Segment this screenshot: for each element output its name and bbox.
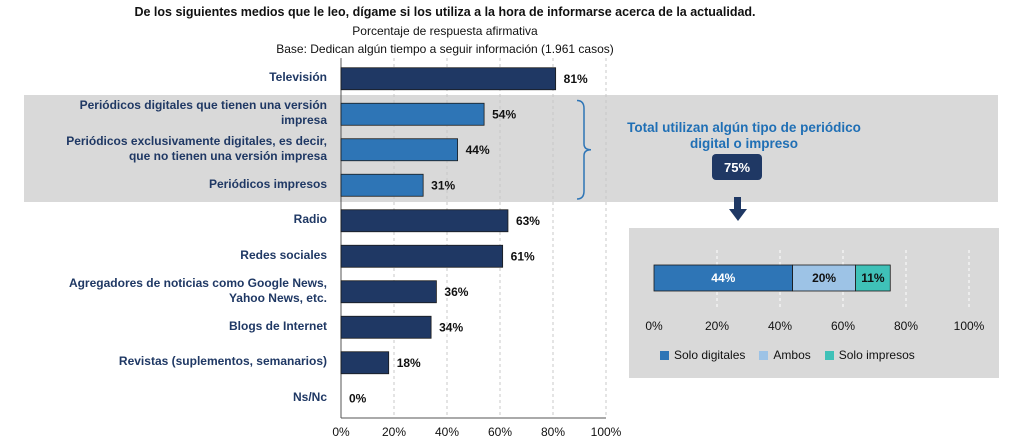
main-value-label: 63% — [516, 214, 540, 228]
main-value-label: 44% — [466, 143, 490, 157]
stacked-legend: Solo digitales Ambos Solo impresos — [660, 348, 915, 362]
category-label: Revistas (suplementos, semanarios) — [27, 354, 327, 369]
legend-label: Ambos — [773, 348, 811, 362]
main-bar — [340, 209, 509, 233]
newspaper-callout: Total utilizan algún tipo de periódico d… — [594, 120, 894, 152]
category-label: Radio — [27, 212, 327, 227]
callout-line-1: Total utilizan algún tipo de periódico — [627, 120, 861, 135]
main-x-tick-label: 20% — [382, 425, 406, 439]
main-x-tick-label: 80% — [541, 425, 565, 439]
newspaper-highlight-band — [24, 95, 998, 202]
category-label: Periódicos digitales que tienen una vers… — [27, 98, 327, 128]
category-label-line: Blogs de Internet — [228, 318, 327, 333]
main-value-label: 31% — [431, 178, 455, 192]
category-label: Periódicos impresos — [27, 177, 327, 192]
legend-swatch — [824, 350, 834, 360]
main-bar — [340, 244, 504, 268]
main-x-tick-label: 0% — [332, 425, 350, 439]
down-arrow-icon — [729, 197, 747, 221]
legend-item: Ambos — [759, 348, 811, 362]
total-badge: 75% — [712, 154, 762, 180]
category-label-line: Agregadores de noticias como Google News… — [68, 275, 327, 290]
stack-x-tick-label: 60% — [831, 319, 855, 333]
main-value-label: 81% — [564, 72, 588, 86]
category-label-line: impresa — [280, 113, 327, 128]
category-label-line: Televisión — [269, 70, 327, 85]
stacked-bar-panel — [629, 228, 999, 378]
stack-value-label: 44% — [711, 271, 735, 285]
stack-value-label: 20% — [812, 271, 836, 285]
category-label-line: Periódicos exclusivamente digitales, es … — [66, 133, 327, 148]
category-label: Blogs de Internet — [27, 319, 327, 334]
group-bracket — [576, 99, 592, 200]
chart-base-note: Base: Dedican algún tiempo a seguir info… — [276, 42, 614, 56]
stack-x-tick-label: 80% — [894, 319, 918, 333]
category-label-line: Ns/Nc — [292, 389, 327, 404]
main-bar — [340, 315, 432, 339]
main-value-label: 34% — [439, 320, 463, 334]
stack-x-tick-label: 20% — [705, 319, 729, 333]
category-label-line: Periódicos digitales que tienen una vers… — [79, 98, 327, 113]
category-label: Televisión — [27, 70, 327, 85]
legend-swatch — [759, 350, 769, 360]
main-value-label: 36% — [444, 285, 468, 299]
main-x-tick-label: 40% — [435, 425, 459, 439]
chart-title: De los siguientes medios que le leo, díg… — [134, 5, 756, 19]
stack-x-tick-label: 100% — [954, 319, 985, 333]
chart-subtitle: Porcentaje de respuesta afirmativa — [352, 24, 538, 38]
stack-x-tick-label: 40% — [768, 319, 792, 333]
main-x-tick-label: 60% — [488, 425, 512, 439]
main-bar — [340, 138, 458, 162]
legend-swatch — [660, 350, 669, 360]
callout-line-2: digital o impreso — [689, 136, 798, 151]
stack-value-label: 11% — [861, 271, 885, 285]
main-x-tick-label: 100% — [591, 425, 622, 439]
legend-item: Solo digitales — [660, 348, 745, 362]
stack-x-tick-label: 0% — [645, 319, 663, 333]
stack-segment — [855, 264, 891, 292]
legend-label: Solo digitales — [674, 348, 746, 362]
main-value-label: 54% — [492, 107, 516, 121]
main-bar — [340, 351, 390, 375]
main-bar — [340, 67, 557, 91]
category-label: Periódicos exclusivamente digitales, es … — [27, 134, 327, 164]
category-label-line: Redes sociales — [240, 247, 327, 262]
category-label-line: Radio — [293, 212, 327, 227]
main-value-label: 61% — [511, 249, 535, 263]
category-label: Redes sociales — [27, 248, 327, 263]
main-bar — [340, 173, 424, 197]
legend-item: Solo impresos — [824, 348, 915, 362]
main-bar — [340, 280, 437, 304]
category-label: Ns/Nc — [27, 390, 327, 405]
main-value-label: 0% — [349, 391, 367, 405]
legend-label: Solo impresos — [838, 348, 915, 362]
category-label-line: Periódicos impresos — [208, 176, 327, 191]
category-label: Agregadores de noticias como Google News… — [27, 276, 327, 306]
main-bar — [340, 102, 485, 126]
stack-segment — [792, 264, 856, 292]
category-label-line: Revistas (suplementos, semanarios) — [118, 354, 327, 369]
category-label-line: que no tienen una versión impresa — [128, 148, 327, 163]
main-value-label: 18% — [397, 356, 421, 370]
category-label-line: Yahoo News, etc. — [228, 290, 327, 305]
